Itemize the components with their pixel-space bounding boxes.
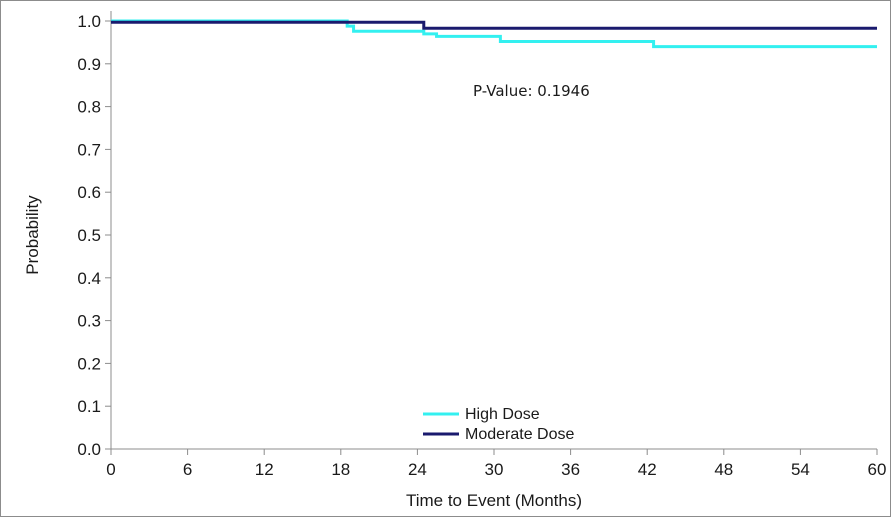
- x-tick-label: 0: [106, 460, 115, 479]
- legend-label-moderate-dose: Moderate Dose: [465, 426, 574, 443]
- series-layer: [111, 21, 877, 47]
- y-tick-label: 0.6: [77, 183, 101, 202]
- x-tick-label: 60: [868, 460, 887, 479]
- y-tick-label: 0.2: [77, 354, 101, 373]
- legend: High Dose Moderate Dose: [423, 406, 574, 443]
- x-tick-label: 18: [331, 460, 350, 479]
- x-tick-label: 54: [791, 460, 810, 479]
- x-tick-label: 30: [485, 460, 504, 479]
- p-value-annotation: P-Value: 0.1946: [473, 82, 590, 100]
- x-tick-label: 48: [714, 460, 733, 479]
- moderate-dose-line: [111, 22, 877, 28]
- y-tick-label: 0.0: [77, 440, 101, 459]
- legend-label-high-dose: High Dose: [465, 406, 540, 423]
- y-tick-label: 0.1: [77, 397, 101, 416]
- x-tick-label: 6: [183, 460, 192, 479]
- y-tick-label: 0.5: [77, 226, 101, 245]
- x-axis-label: Time to Event (Months): [406, 491, 582, 510]
- y-tick-label: 0.4: [77, 269, 101, 288]
- y-axis-label: Probability: [23, 195, 42, 275]
- x-tick-label: 42: [638, 460, 657, 479]
- high-dose-line: [111, 21, 877, 47]
- y-tick-label: 0.7: [77, 140, 101, 159]
- x-tick-label: 36: [561, 460, 580, 479]
- y-tick-label: 0.3: [77, 312, 101, 331]
- x-tick-label: 12: [255, 460, 274, 479]
- y-tick-label: 1.0: [77, 12, 101, 31]
- y-tick-label: 0.9: [77, 55, 101, 74]
- x-tick-label: 24: [408, 460, 427, 479]
- y-tick-label: 0.8: [77, 98, 101, 117]
